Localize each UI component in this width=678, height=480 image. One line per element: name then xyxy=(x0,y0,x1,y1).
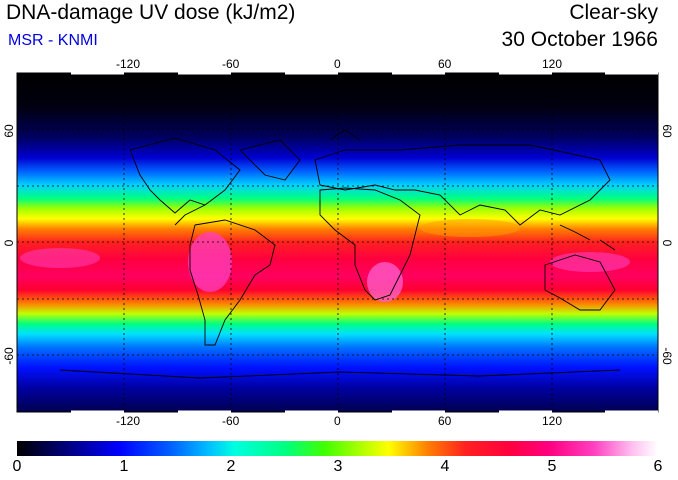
lat-tick-left: -60 xyxy=(2,347,16,365)
lon-tick-bottom: 120 xyxy=(542,414,563,428)
colorbar-label: 5 xyxy=(547,458,557,475)
sky-condition-label: Clear-sky xyxy=(569,1,658,24)
lon-tick-bottom: 60 xyxy=(438,414,452,428)
uv-dose-map xyxy=(16,71,659,414)
lon-tick-bottom: 0 xyxy=(334,414,341,428)
lon-tick-top: 60 xyxy=(438,57,452,71)
lat-tick-left: 0 xyxy=(2,239,16,247)
lon-tick-top: 120 xyxy=(542,57,563,71)
colorbar-label: 2 xyxy=(226,458,236,475)
date-label: 30 October 1966 xyxy=(501,28,658,51)
lat-tick-right: -60 xyxy=(660,347,674,365)
lat-tick-right: 60 xyxy=(660,124,674,138)
lon-tick-bottom: -120 xyxy=(116,414,141,428)
colorbar-label: 4 xyxy=(440,458,450,475)
source-label: MSR - KNMI xyxy=(8,32,98,49)
colorbar-label: 1 xyxy=(119,458,129,475)
lon-tick-top: 0 xyxy=(334,57,341,71)
lon-tick-top: -60 xyxy=(222,57,240,71)
map-title: DNA-damage UV dose (kJ/m2) xyxy=(6,1,296,24)
lat-tick-right: 0 xyxy=(660,239,674,247)
color-scale-bar xyxy=(17,441,658,456)
lon-tick-bottom: -60 xyxy=(222,414,240,428)
lon-tick-top: -120 xyxy=(116,57,141,71)
lat-tick-left: 60 xyxy=(2,124,16,138)
colorbar-label: 3 xyxy=(333,458,343,475)
colorbar-label: 0 xyxy=(12,458,22,475)
colorbar-label: 6 xyxy=(653,458,663,475)
